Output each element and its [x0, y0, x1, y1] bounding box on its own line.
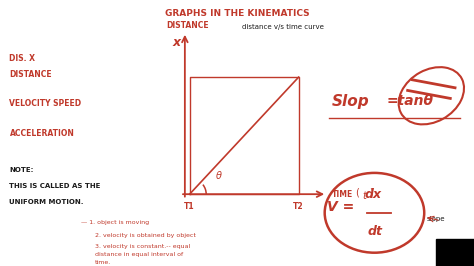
- Text: DIS. X: DIS. X: [9, 54, 36, 63]
- Text: 3. velocity is constant.-- equal: 3. velocity is constant.-- equal: [95, 244, 190, 248]
- Text: t: t: [363, 190, 366, 201]
- Text: GRAPHS IN THE KINEMATICS: GRAPHS IN THE KINEMATICS: [164, 9, 310, 18]
- Text: =tanθ: =tanθ: [386, 94, 433, 108]
- Text: x: x: [173, 36, 181, 49]
- Text: distance v/s time curve: distance v/s time curve: [242, 24, 324, 30]
- Text: dt: dt: [367, 225, 383, 238]
- Text: T2: T2: [293, 202, 304, 211]
- Text: θ: θ: [216, 171, 222, 181]
- Text: (: (: [356, 188, 359, 198]
- Text: slope: slope: [427, 217, 445, 222]
- Text: NOTE:: NOTE:: [9, 167, 34, 173]
- Text: VELOCITY SPEED: VELOCITY SPEED: [9, 99, 82, 108]
- Text: dx: dx: [365, 188, 382, 201]
- Text: V =: V =: [327, 201, 354, 214]
- Text: distance in equal interval of: distance in equal interval of: [95, 252, 183, 256]
- Text: UNIFORM MOTION.: UNIFORM MOTION.: [9, 199, 84, 205]
- Text: Slop: Slop: [332, 94, 369, 109]
- Text: ACCELERATION: ACCELERATION: [9, 128, 74, 138]
- Text: TIME: TIME: [332, 190, 353, 199]
- Text: time.: time.: [95, 260, 111, 264]
- Text: DISTANCE: DISTANCE: [9, 70, 52, 79]
- Text: THIS IS CALLED AS THE: THIS IS CALLED AS THE: [9, 183, 101, 189]
- Text: DISTANCE: DISTANCE: [166, 21, 209, 30]
- Text: 2. velocity is obtained by object: 2. velocity is obtained by object: [95, 233, 196, 238]
- Bar: [436, 239, 474, 266]
- Text: ): ): [370, 188, 374, 198]
- Text: — 1. object is moving: — 1. object is moving: [81, 220, 149, 225]
- Text: T1: T1: [184, 202, 195, 211]
